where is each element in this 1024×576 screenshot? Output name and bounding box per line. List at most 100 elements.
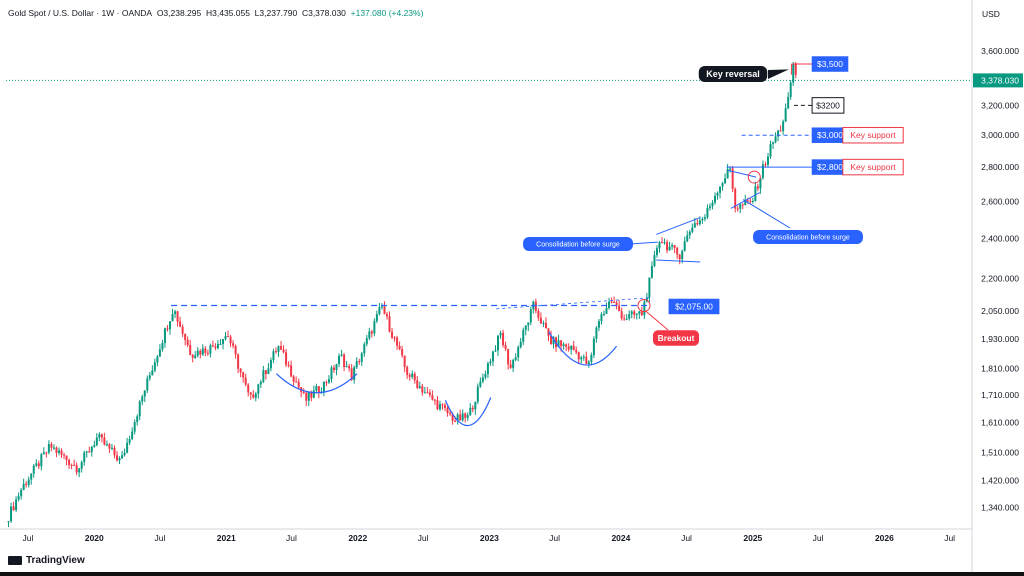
candle-body xyxy=(113,447,116,456)
candle-body xyxy=(726,169,729,179)
rounded-bottom-3 xyxy=(548,331,618,366)
last-price-tag-box xyxy=(973,73,1023,88)
candle-body xyxy=(741,204,744,206)
candle-body xyxy=(618,305,621,312)
candle xyxy=(539,312,542,324)
candle-body xyxy=(166,328,169,330)
candle-body xyxy=(691,227,694,232)
candle xyxy=(401,345,404,358)
candle xyxy=(608,297,611,310)
candle-body xyxy=(719,186,722,193)
support-2800-note: Key support xyxy=(842,158,904,176)
candle-body xyxy=(73,464,76,466)
candle xyxy=(620,307,623,321)
consolidation-callout-2-text: Consolidation before surge xyxy=(766,234,850,241)
candle-body xyxy=(295,381,298,383)
candle xyxy=(650,261,653,279)
candle-body xyxy=(792,64,795,83)
candle xyxy=(105,440,108,447)
candle-body xyxy=(353,367,356,380)
candle-body xyxy=(766,156,769,165)
candle-body xyxy=(706,208,709,218)
candle-body xyxy=(151,370,154,376)
candle xyxy=(42,447,45,455)
candle-body xyxy=(22,483,25,490)
candle-body xyxy=(736,208,739,210)
candle-body xyxy=(345,366,348,368)
candle-body xyxy=(756,186,759,189)
candle-body xyxy=(174,311,177,315)
candle-body xyxy=(259,381,262,385)
candle xyxy=(52,444,55,450)
candle xyxy=(30,473,33,485)
candle xyxy=(522,327,525,345)
candle-body xyxy=(774,136,777,143)
candle-body xyxy=(80,462,83,469)
candle xyxy=(592,336,595,359)
candle-body xyxy=(681,250,684,260)
candle xyxy=(486,361,489,379)
candle-body xyxy=(322,382,325,392)
candle-body xyxy=(789,82,792,97)
candle-body xyxy=(176,311,179,322)
candle xyxy=(166,325,169,332)
candle xyxy=(138,399,141,421)
y-tick-label: 1,930.000 xyxy=(981,334,1019,344)
candle-body xyxy=(85,451,88,453)
candle-body xyxy=(68,459,71,465)
candle xyxy=(708,203,711,211)
candle-body xyxy=(375,314,378,322)
price-3000-label: $3,000 xyxy=(811,127,849,143)
candle-body xyxy=(65,455,68,460)
candle xyxy=(565,343,568,352)
candle-body xyxy=(423,392,426,394)
candle xyxy=(385,311,388,320)
candle-body xyxy=(592,338,595,356)
breakout-pointer xyxy=(644,310,669,331)
candle xyxy=(78,467,81,478)
breakout-circle xyxy=(637,298,651,312)
candle xyxy=(297,378,300,390)
candle xyxy=(163,327,166,348)
candle-body xyxy=(433,399,436,401)
candle-body xyxy=(274,351,277,353)
change-value: +137.080 (+4.23%) xyxy=(350,8,424,18)
candle-body xyxy=(103,437,106,445)
candle-body xyxy=(744,200,747,206)
candle xyxy=(469,403,472,416)
candle xyxy=(133,419,136,435)
candle-body xyxy=(252,394,255,398)
candle-body xyxy=(327,379,330,383)
currency-label[interactable]: USD xyxy=(982,9,1000,19)
candle xyxy=(15,496,18,513)
candle xyxy=(391,327,394,340)
candle xyxy=(219,339,222,345)
candle-body xyxy=(570,345,573,350)
candle-body xyxy=(693,223,696,228)
candle-body xyxy=(237,354,240,369)
price-2800-label: $2,800 xyxy=(811,159,849,175)
candle-body xyxy=(560,340,563,347)
candle-body xyxy=(63,454,66,456)
candle-body xyxy=(156,356,159,363)
candle-body xyxy=(572,345,575,350)
candle-body xyxy=(88,451,91,453)
candle xyxy=(613,296,616,303)
candle-body xyxy=(605,307,608,314)
candle xyxy=(489,358,492,366)
candle xyxy=(658,240,661,253)
candle-body xyxy=(731,168,734,189)
candle xyxy=(471,405,474,413)
candle xyxy=(315,383,318,394)
price-2075-label-text: $2,075.00 xyxy=(675,301,713,311)
candle-body xyxy=(769,143,772,157)
candle xyxy=(595,326,598,343)
candle-body xyxy=(42,452,45,455)
candle xyxy=(136,414,139,426)
candle xyxy=(146,375,149,394)
candle xyxy=(633,309,636,319)
candle-body xyxy=(413,373,416,381)
candle xyxy=(330,365,333,383)
key-reversal-callout: Key reversal xyxy=(698,66,768,82)
